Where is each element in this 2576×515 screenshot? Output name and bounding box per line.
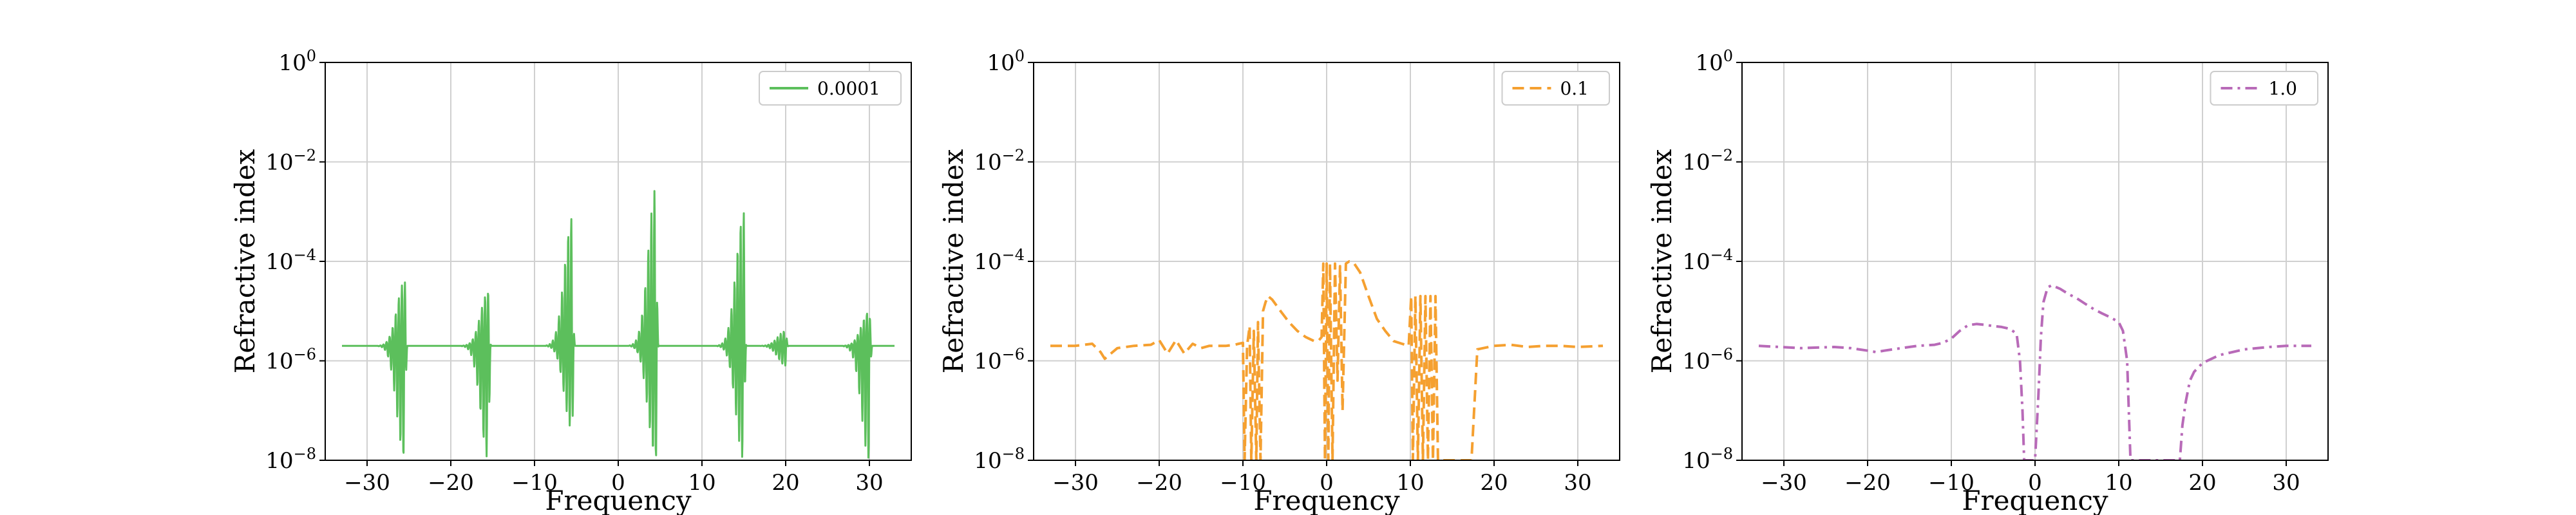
y-tick-label: 10−4 — [1682, 246, 1733, 275]
y-tick-label: 10−4 — [974, 246, 1025, 275]
x-tick-label: −30 — [1052, 470, 1099, 496]
x-tick-label: 30 — [2272, 470, 2300, 496]
y-tick-label: 10−8 — [1682, 445, 1733, 474]
y-tick-label: 100 — [1695, 47, 1733, 76]
x-tick-label: 0 — [2028, 470, 2042, 496]
y-axis-label: Refractive index — [938, 149, 969, 373]
legend-label: 0.0001 — [817, 78, 880, 99]
legend-box — [759, 71, 902, 106]
x-tick-label: 30 — [855, 470, 883, 496]
y-tick-label: 10−6 — [1682, 346, 1733, 375]
x-tick-label: 10 — [1396, 470, 1424, 496]
y-tick-label: 10−8 — [265, 445, 316, 474]
x-tick-label: −20 — [428, 470, 474, 496]
x-tick-label: 0 — [611, 470, 625, 496]
x-tick-label: −30 — [1761, 470, 1807, 496]
x-tick-label: 0 — [1320, 470, 1334, 496]
x-tick-label: −10 — [1220, 470, 1266, 496]
y-tick-label: 10−2 — [265, 147, 316, 176]
x-tick-label: −20 — [1136, 470, 1182, 496]
chart-panel-1: −30 −20 −10 0 10 20 30 10−8 10−6 10−4 10−2 100 Frequ… — [229, 47, 912, 515]
chart-panel-2: −30 −20 −10 0 10 20 30 10−8 10−6 10−4 10−2 100 Frequ… — [938, 47, 1620, 515]
series-line — [341, 190, 895, 459]
x-tick-label: −10 — [511, 470, 558, 496]
x-axis-label: Frequency — [1962, 485, 2108, 515]
x-tick-label: 20 — [772, 470, 799, 496]
y-tick-label: 10−6 — [974, 346, 1025, 375]
x-tick-label: −20 — [1844, 470, 1891, 496]
legend-box — [1501, 71, 1610, 106]
y-axis-label: Refractive index — [229, 149, 261, 373]
x-tick-label: 20 — [1480, 470, 1508, 496]
y-tick-label: 10−8 — [974, 445, 1025, 474]
chart-panel-3: −30 −20 −10 0 10 20 30 10−8 10−6 10−4 10−2 100 Frequ… — [1646, 47, 2329, 515]
legend-box — [2210, 71, 2318, 106]
y-tick-label: 100 — [278, 47, 316, 76]
y-tick-label: 100 — [987, 47, 1025, 76]
x-tick-label: 10 — [688, 470, 715, 496]
x-axis-label: Frequency — [545, 485, 691, 515]
y-tick-label: 10−2 — [974, 147, 1025, 176]
y-axis-label: Refractive index — [1646, 149, 1678, 373]
series-line — [1050, 260, 1604, 460]
x-tick-label: 10 — [2105, 470, 2132, 496]
y-tick-label: 10−2 — [1682, 147, 1733, 176]
x-tick-label: −30 — [344, 470, 390, 496]
y-tick-label: 10−6 — [265, 346, 316, 375]
x-tick-label: −10 — [1928, 470, 1975, 496]
legend-label: 1.0 — [2268, 78, 2297, 99]
series-line — [1758, 284, 2311, 460]
y-tick-label: 10−4 — [265, 246, 316, 275]
x-axis-label: Frequency — [1253, 485, 1399, 515]
legend-label: 0.1 — [1560, 78, 1589, 99]
x-tick-label: 30 — [1564, 470, 1591, 496]
x-tick-label: 20 — [2188, 470, 2216, 496]
